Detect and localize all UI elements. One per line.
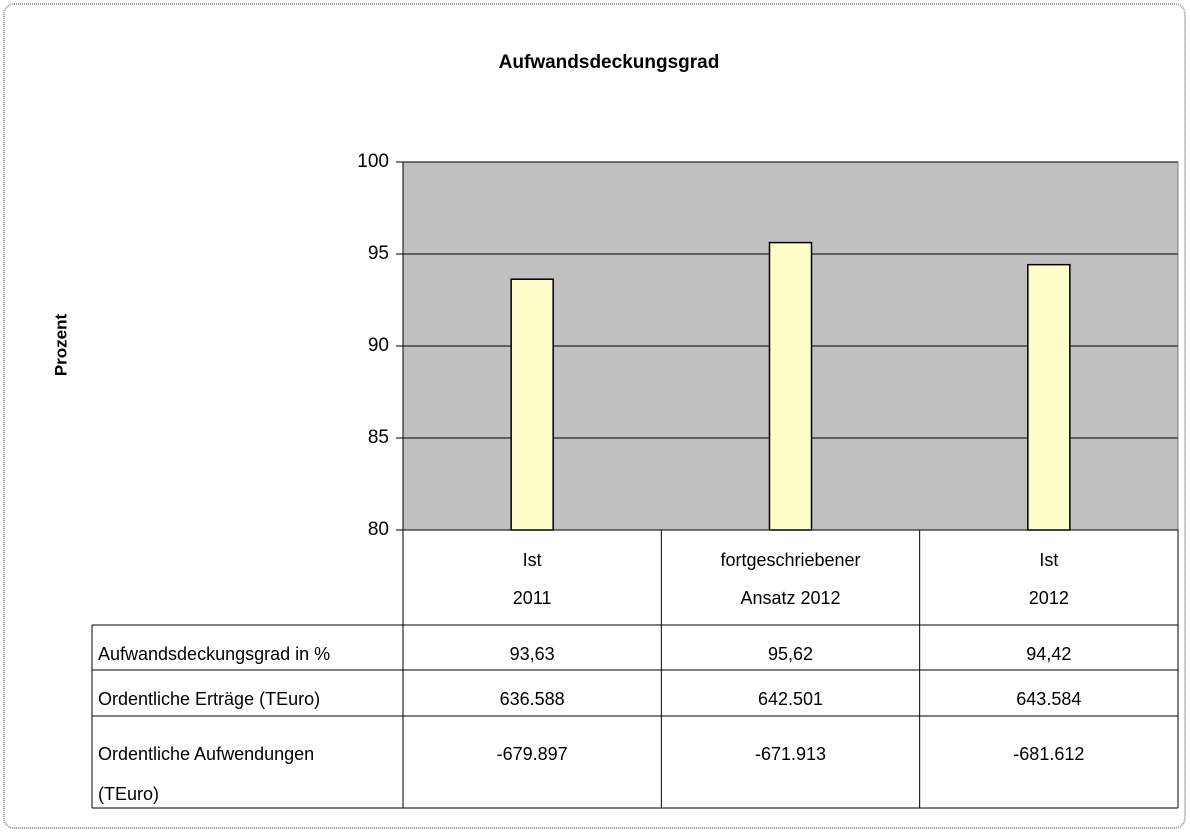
table-cell: 93,63 [510,644,555,664]
table-cell: 642.501 [758,689,823,709]
chart-frame [3,3,1186,829]
x-tick-label: Ist [1039,550,1058,570]
table-row-label: (TEuro) [98,784,159,804]
table-row-label: Ordentliche Erträge (TEuro) [98,689,320,709]
x-tick-label: fortgeschriebener [720,550,860,570]
chart-title: Aufwandsdeckungsgrad [499,52,720,73]
y-tick-label: 90 [368,335,389,356]
y-tick-label: 80 [368,519,389,540]
y-axis-label: Prozent [51,313,70,376]
bar [1027,263,1071,531]
x-tick-label: 2012 [1029,588,1069,608]
table-cell: -671.913 [755,744,826,764]
y-tick-label: 100 [357,151,389,172]
table-row-label: Aufwandsdeckungsgrad in % [98,644,330,664]
y-tick-label: 85 [368,427,389,448]
table-cell: 95,62 [768,644,813,664]
table-cell: 643.584 [1016,689,1081,709]
x-tick-label: 2011 [513,588,552,608]
table-cell: -679.897 [497,744,568,764]
x-tick-label: Ist [523,550,542,570]
x-tick-label: Ansatz 2012 [740,588,840,608]
table-cell: -681.612 [1013,744,1084,764]
bar [510,278,554,531]
bar [768,241,813,531]
table-cell: 94,42 [1026,644,1071,664]
table-row-label: Ordentliche Aufwendungen [98,744,314,764]
y-tick-label: 95 [368,243,389,264]
table-cell: 636.588 [500,689,565,709]
